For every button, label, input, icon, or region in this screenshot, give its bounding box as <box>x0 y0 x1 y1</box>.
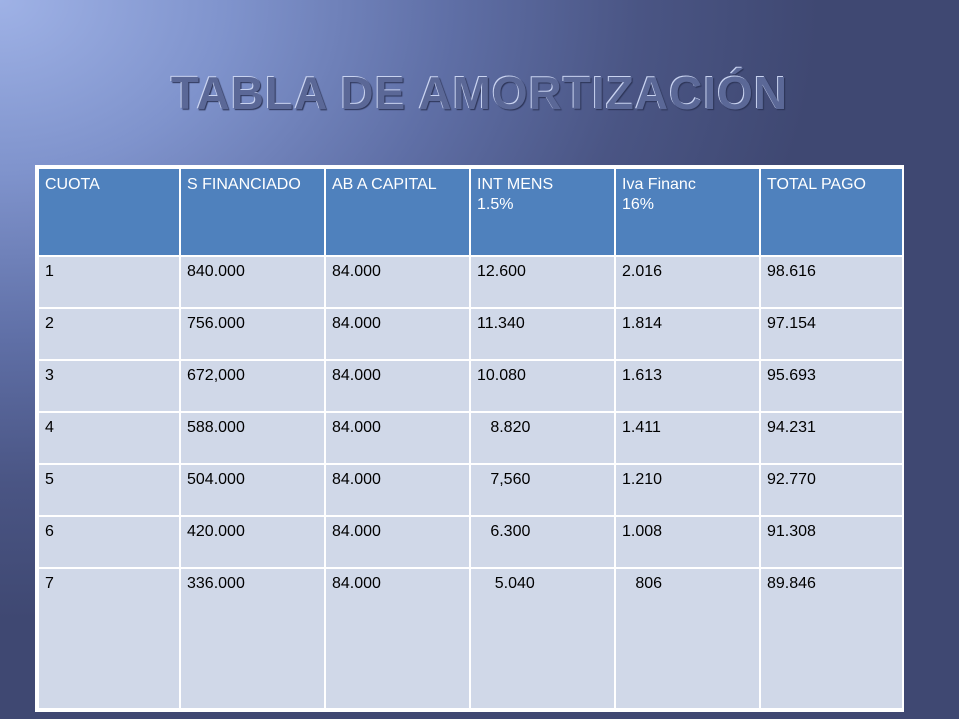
cell-s-financiado: 756.000 <box>179 307 326 362</box>
header-cuota: CUOTA <box>37 167 181 257</box>
cell-s-financiado: 672,000 <box>179 359 326 414</box>
cell-iva-financ: 1.210 <box>614 463 761 518</box>
cell-ab-a-capital: 84.000 <box>324 307 471 362</box>
header-s-financiado: S FINANCIADO <box>179 167 326 257</box>
table-row: 7 336.000 84.000 5.040 806 89.846 <box>37 567 904 710</box>
cell-iva-financ: 2.016 <box>614 254 761 310</box>
header-ab-a-capital: AB A CAPITAL <box>324 167 471 257</box>
header-total-pago: TOTAL PAGO <box>759 167 904 257</box>
cell-int-mens: 10.080 <box>469 359 616 414</box>
cell-s-financiado: 336.000 <box>179 567 326 710</box>
table-row: 6 420.000 84.000 6.300 1.008 91.308 <box>37 515 904 570</box>
cell-s-financiado: 504.000 <box>179 463 326 518</box>
cell-int-mens: 8.820 <box>469 411 616 466</box>
cell-total-pago: 92.770 <box>759 463 904 518</box>
cell-int-mens: 11.340 <box>469 307 616 362</box>
cell-total-pago: 97.154 <box>759 307 904 362</box>
cell-s-financiado: 840.000 <box>179 254 326 310</box>
table-row: 5 504.000 84.000 7,560 1.210 92.770 <box>37 463 904 518</box>
cell-s-financiado: 420.000 <box>179 515 326 570</box>
cell-iva-financ: 1.613 <box>614 359 761 414</box>
cell-ab-a-capital: 84.000 <box>324 567 471 710</box>
cell-ab-a-capital: 84.000 <box>324 515 471 570</box>
cell-ab-a-capital: 84.000 <box>324 463 471 518</box>
cell-cuota: 1 <box>37 254 181 310</box>
cell-total-pago: 89.846 <box>759 567 904 710</box>
page-title: TABLA DE AMORTIZACIÓN <box>170 67 789 119</box>
table-row: 1 840.000 84.000 12.600 2.016 98.616 <box>37 254 904 310</box>
cell-cuota: 2 <box>37 307 181 362</box>
cell-iva-financ: 806 <box>614 567 761 710</box>
table-row: 4 588.000 84.000 8.820 1.411 94.231 <box>37 411 904 466</box>
cell-cuota: 4 <box>37 411 181 466</box>
table-row: 3 672,000 84.000 10.080 1.613 95.693 <box>37 359 904 414</box>
header-int-mens: INT MENS 1.5% <box>469 167 616 257</box>
cell-int-mens: 7,560 <box>469 463 616 518</box>
cell-total-pago: 91.308 <box>759 515 904 570</box>
table-row: 2 756.000 84.000 11.340 1.814 97.154 <box>37 307 904 362</box>
cell-iva-financ: 1.411 <box>614 411 761 466</box>
cell-iva-financ: 1.008 <box>614 515 761 570</box>
cell-s-financiado: 588.000 <box>179 411 326 466</box>
cell-ab-a-capital: 84.000 <box>324 254 471 310</box>
cell-cuota: 7 <box>37 567 181 710</box>
cell-total-pago: 98.616 <box>759 254 904 310</box>
header-iva-financ: Iva Financ 16% <box>614 167 761 257</box>
cell-int-mens: 6.300 <box>469 515 616 570</box>
cell-total-pago: 95.693 <box>759 359 904 414</box>
cell-ab-a-capital: 84.000 <box>324 359 471 414</box>
amortization-table: CUOTA S FINANCIADO AB A CAPITAL INT MENS… <box>35 165 904 712</box>
table-header-row: CUOTA S FINANCIADO AB A CAPITAL INT MENS… <box>37 167 904 257</box>
cell-iva-financ: 1.814 <box>614 307 761 362</box>
cell-cuota: 3 <box>37 359 181 414</box>
cell-int-mens: 5.040 <box>469 567 616 710</box>
cell-total-pago: 94.231 <box>759 411 904 466</box>
cell-cuota: 5 <box>37 463 181 518</box>
cell-ab-a-capital: 84.000 <box>324 411 471 466</box>
cell-int-mens: 12.600 <box>469 254 616 310</box>
cell-cuota: 6 <box>37 515 181 570</box>
